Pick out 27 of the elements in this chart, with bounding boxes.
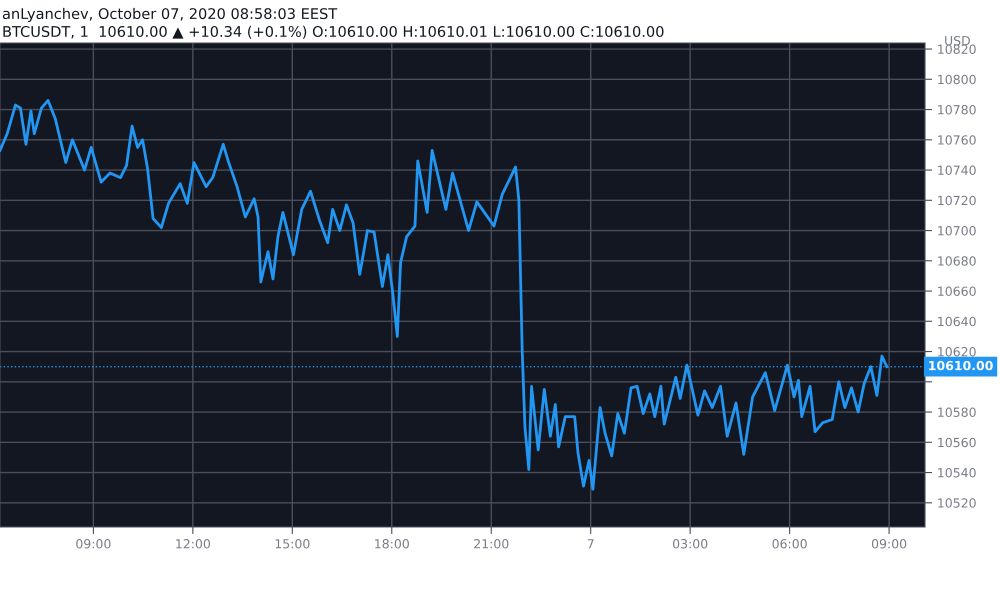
x-tick-label: 12:00 bbox=[176, 539, 210, 548]
y-tick-label: 10700 bbox=[938, 226, 976, 236]
y-tick-label: 10540 bbox=[938, 468, 976, 478]
y-tick-label: 10720 bbox=[938, 196, 976, 206]
x-tick-label: 21:00 bbox=[474, 539, 508, 548]
y-tick-label: 10820 bbox=[938, 44, 976, 54]
x-tick-label: 09:00 bbox=[872, 539, 906, 548]
chart-subtitle: BTCUSDT, 1 10610.00 ▲ +10.34 (+0.1%) O:10610.00 H:10610.01 L:10610.00 C:10610.00 bbox=[3, 26, 664, 39]
y-tick-label: 10780 bbox=[938, 105, 976, 114]
chart-title: anLyanchev, October 07, 2020 08:58:03 EEST bbox=[2, 8, 338, 22]
y-tick-label: 10800 bbox=[938, 74, 976, 84]
y-tick-label: 10620 bbox=[938, 347, 976, 356]
x-tick-label: 03:00 bbox=[672, 539, 708, 548]
x-tick-label: 18:00 bbox=[375, 539, 409, 548]
x-tick-label: 09:00 bbox=[76, 539, 111, 548]
y-tick-label: 10520 bbox=[938, 498, 976, 508]
y-tick-label: 10680 bbox=[938, 256, 976, 266]
ref-line-label: 10610.00 bbox=[929, 360, 993, 370]
x-tick-label: 15:00 bbox=[276, 539, 310, 548]
x-tick-label: 7 bbox=[588, 539, 594, 548]
y-tick-label: 10740 bbox=[938, 166, 976, 175]
y-tick-label: 10580 bbox=[938, 408, 976, 417]
y-tick-label: 10560 bbox=[938, 438, 976, 448]
x-tick-label: 06:00 bbox=[772, 539, 807, 548]
y-tick-label: 10640 bbox=[938, 316, 976, 326]
y-tick-label: 10660 bbox=[938, 286, 976, 296]
y-tick-label: 10760 bbox=[938, 135, 976, 145]
